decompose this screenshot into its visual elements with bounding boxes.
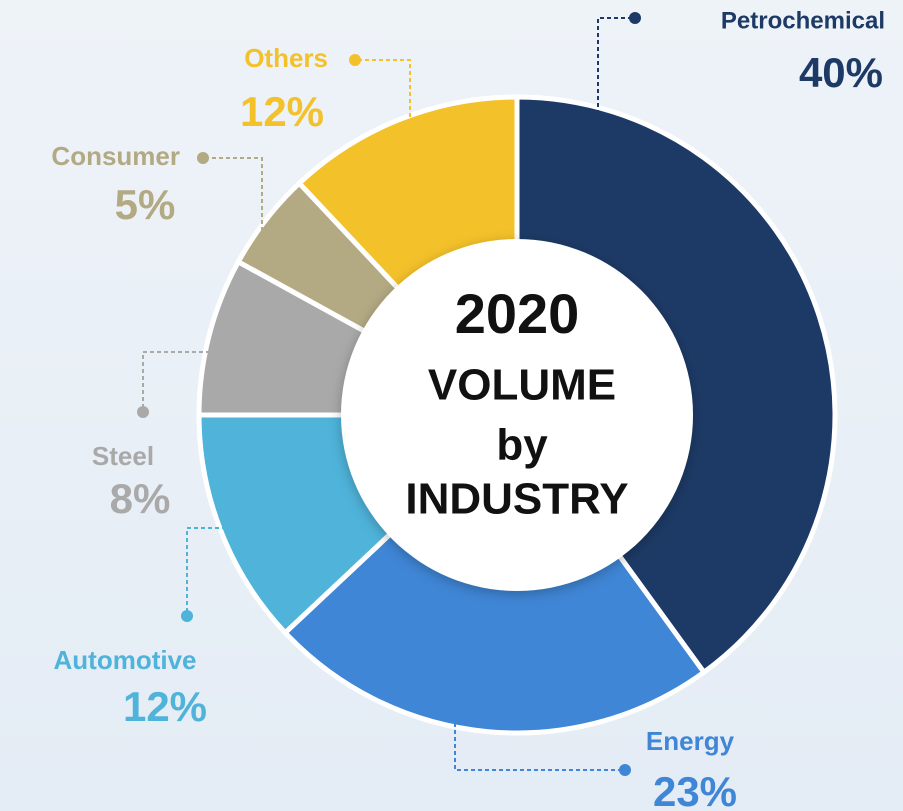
leader-dot	[234, 522, 246, 534]
data-label: 40%	[799, 49, 883, 96]
data-label: 23%	[653, 768, 737, 811]
data-label: 5%	[115, 181, 176, 228]
leader-dot	[449, 696, 461, 708]
leader-line	[454, 702, 625, 771]
leader-line	[203, 157, 263, 252]
leader-dot	[404, 146, 416, 158]
leader-dot	[137, 406, 149, 418]
leader-line	[186, 527, 240, 616]
data-label: 12%	[240, 88, 324, 135]
center-text: by	[496, 421, 548, 470]
legend-label: Automotive	[54, 645, 197, 675]
data-label: 8%	[110, 475, 171, 522]
legend-label: Petrochemical	[721, 7, 885, 34]
leader-line	[355, 59, 411, 152]
data-label: 12%	[123, 683, 207, 730]
legend-label: Steel	[92, 441, 154, 471]
leader-dot	[629, 12, 641, 24]
legend-label: Consumer	[51, 141, 180, 171]
center-text: INDUSTRY	[405, 475, 628, 524]
leader-line	[142, 351, 238, 412]
legend-label: Others	[244, 43, 328, 73]
leader-dot	[181, 610, 193, 622]
center-text: 2020	[455, 282, 580, 345]
leader-dot	[197, 152, 209, 164]
leader-dot	[592, 122, 604, 134]
legend-label: Energy	[646, 726, 735, 756]
center-text: VOLUME	[428, 361, 616, 410]
leader-dot	[619, 764, 631, 776]
leader-dot	[232, 346, 244, 358]
center-hole	[341, 239, 693, 591]
leader-dot	[349, 54, 361, 66]
leader-dot	[256, 246, 268, 258]
leader-line	[597, 17, 635, 128]
